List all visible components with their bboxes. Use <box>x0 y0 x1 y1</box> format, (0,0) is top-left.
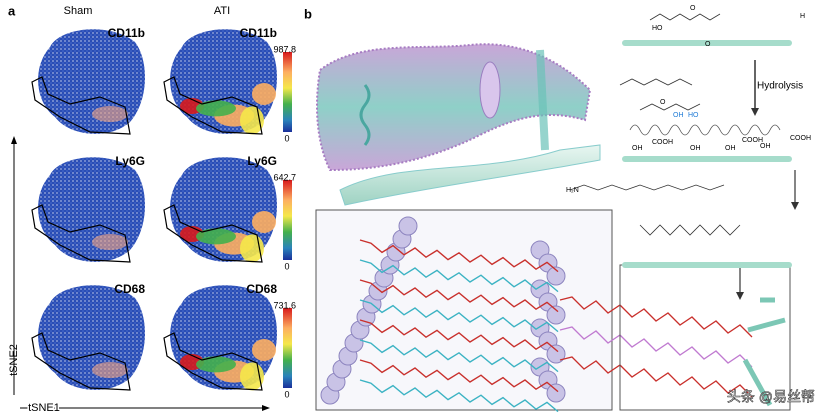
marker-label: Ly6G <box>247 154 277 168</box>
arrow-label: Hydrolysis <box>757 81 803 92</box>
lipid-chain <box>359 339 559 373</box>
polymer-chain <box>559 356 753 398</box>
expression-hotspot <box>92 106 128 122</box>
expression-hotspot <box>240 362 264 391</box>
colorbar-min: 0 <box>284 261 289 271</box>
lipid-chain <box>359 259 559 293</box>
colorbar-max: 987.8 <box>273 44 296 54</box>
axis-label: tSNE2 <box>8 344 20 376</box>
panel-label: a <box>8 3 16 18</box>
column-title: Sham <box>64 5 93 17</box>
chem-label: O <box>705 41 711 48</box>
tsne-plot: CD68 <box>163 282 277 391</box>
expression-hotspot <box>240 234 264 263</box>
expression-hotspot <box>196 356 236 373</box>
arrow-head <box>262 405 270 411</box>
cell-cloud <box>38 285 146 390</box>
colorbar-max: 642.7 <box>273 172 296 182</box>
chem-label: COOH <box>790 135 811 142</box>
expression-hotspot <box>92 362 128 378</box>
expression-hotspot <box>252 83 276 105</box>
colorbar <box>283 52 292 132</box>
chem-label: OH <box>760 143 771 150</box>
marker-label: Ly6G <box>115 154 145 168</box>
lipid-chain <box>359 319 559 353</box>
lipid-chain <box>359 299 559 333</box>
marker-label: CD11b <box>240 26 277 40</box>
polymer-chain <box>559 326 753 368</box>
colorbar-min: 0 <box>284 133 289 143</box>
lipid-head <box>546 305 566 325</box>
panel-label: b <box>304 6 312 21</box>
expression-hotspot <box>252 339 276 361</box>
membrane-illustration <box>316 43 601 206</box>
chem-label: HO <box>688 112 699 119</box>
lipid-chain <box>359 379 559 413</box>
lipid-head <box>546 266 566 286</box>
polymer-chain <box>559 296 753 338</box>
chem-label: O <box>690 5 696 12</box>
cluster-outline <box>163 204 263 263</box>
tsne-plot: Ly6G <box>31 154 146 263</box>
cluster-outline <box>31 204 131 263</box>
lipid-head <box>398 216 418 236</box>
marker-label: CD11b <box>108 26 145 40</box>
marker-label: CD68 <box>114 282 145 296</box>
cluster-outline <box>31 332 131 391</box>
tsne-plot: Ly6G <box>163 154 278 263</box>
lipid-chain <box>359 359 559 393</box>
cluster-outline <box>163 76 263 135</box>
colorbar <box>283 308 292 388</box>
marker-label: CD68 <box>246 282 277 296</box>
chem-label: O <box>660 99 666 106</box>
lipid-chains <box>320 216 753 413</box>
tsne-plot: CD11b <box>31 26 146 135</box>
lipid-chain <box>359 279 559 313</box>
chem-label: OH <box>690 145 701 152</box>
chem-label: H <box>800 13 805 20</box>
chem-label: OH <box>632 145 643 152</box>
colorbar <box>283 180 292 260</box>
chem-label: COOH <box>652 139 673 146</box>
chem-label: OH <box>673 112 684 119</box>
watermark: 头条 @易丝帮 <box>727 389 815 405</box>
chem-label: H₂N <box>566 187 579 194</box>
expression-hotspot <box>196 100 236 117</box>
expression-hotspot <box>252 211 276 233</box>
cluster-outline <box>163 332 263 391</box>
arrow-head <box>11 136 17 144</box>
chemistry-rods <box>569 13 799 407</box>
expression-hotspot <box>196 228 236 245</box>
lipid-head <box>546 383 566 403</box>
cell-cloud <box>38 157 146 262</box>
chem-label: OH <box>725 145 736 152</box>
colorbar-max: 731.6 <box>273 300 296 310</box>
expression-hotspot <box>240 106 264 135</box>
cluster-outline <box>31 76 131 135</box>
lipid-head <box>546 344 566 364</box>
tsne-plot: CD11b <box>163 26 278 135</box>
colorbar-min: 0 <box>284 389 289 399</box>
chem-label: HO <box>652 25 663 32</box>
expression-hotspot <box>92 234 128 250</box>
tsne-plot: CD68 <box>31 282 146 391</box>
axis-label: tSNE1 <box>28 402 60 414</box>
lipid-chain <box>359 239 559 273</box>
cell-cloud <box>38 29 146 134</box>
chem-label: COOH <box>742 137 763 144</box>
column-title: ATI <box>214 5 230 17</box>
